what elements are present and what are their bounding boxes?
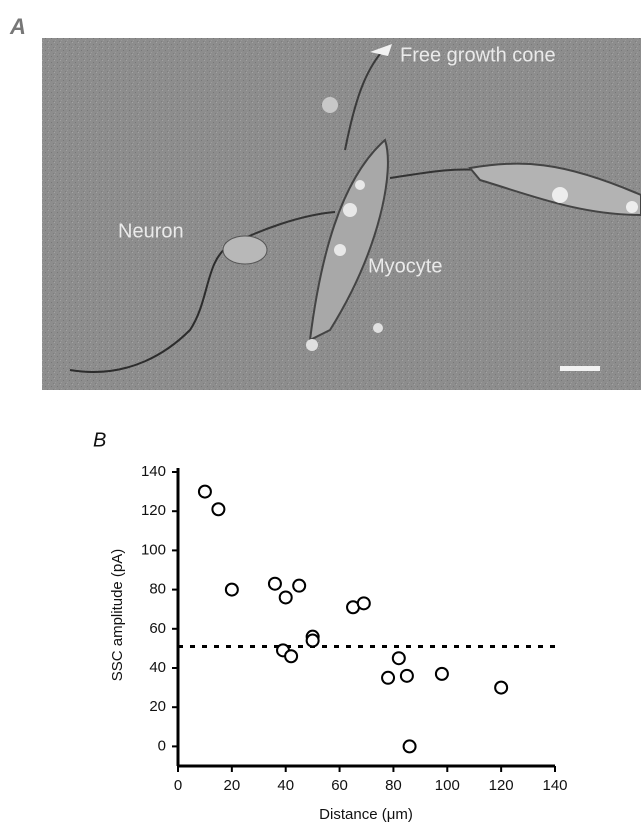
x-axis-label: Distance (μm) — [319, 806, 413, 823]
y-axis-label: SSC amplitude (pA) — [109, 549, 126, 682]
data-point — [356, 596, 371, 611]
y-tick-label: 20 — [149, 698, 166, 715]
data-point — [284, 649, 299, 664]
x-tick-label: 0 — [174, 777, 182, 794]
y-tick-label: 80 — [149, 581, 166, 598]
x-tick-label: 120 — [489, 777, 514, 794]
data-point — [434, 666, 449, 681]
x-tick-label: 40 — [277, 777, 294, 794]
data-point — [381, 670, 396, 685]
data-point — [224, 582, 239, 597]
data-point — [494, 680, 509, 695]
annotation: Myocyte — [368, 255, 442, 277]
data-point — [305, 633, 320, 648]
x-tick-label: 100 — [435, 777, 460, 794]
y-tick-label: 0 — [158, 737, 166, 754]
data-point — [211, 502, 226, 517]
data-point — [197, 484, 212, 499]
annotation: Free growth cone — [400, 44, 556, 66]
annotation: Neuron — [118, 220, 184, 242]
x-tick-label: 20 — [224, 777, 241, 794]
y-tick-label: 100 — [141, 541, 166, 558]
panel-label: A — [9, 14, 26, 39]
y-tick-label: 120 — [141, 502, 166, 519]
x-tick-label: 80 — [385, 777, 402, 794]
data-point — [402, 739, 417, 754]
scale-bar — [560, 366, 600, 371]
y-tick-label: 40 — [149, 659, 166, 676]
panel-label: B — [93, 429, 106, 451]
data-point — [391, 651, 406, 666]
y-tick-label: 140 — [141, 463, 166, 480]
micrograph: Free growth cone Neuron Myocyte — [42, 38, 641, 390]
y-tick-label: 60 — [149, 620, 166, 637]
x-tick-label: 140 — [542, 777, 567, 794]
x-tick-label: 60 — [331, 777, 348, 794]
data-point — [399, 668, 414, 683]
data-point — [267, 576, 282, 591]
data-point — [278, 590, 293, 605]
data-point — [292, 578, 307, 593]
